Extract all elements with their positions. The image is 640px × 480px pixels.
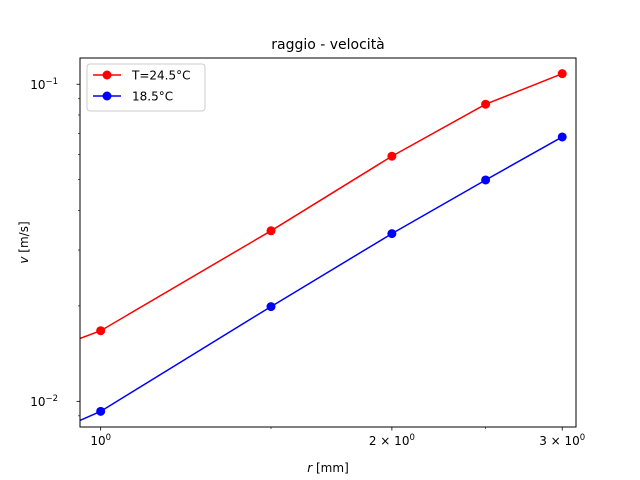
data-point	[481, 175, 491, 185]
x-tick-label: 2 × 100	[369, 433, 415, 448]
legend-marker	[102, 70, 112, 80]
y-tick-label: 10−1	[30, 77, 58, 92]
data-point	[387, 151, 397, 161]
legend-marker	[102, 91, 112, 101]
series-line-0	[80, 72, 563, 340]
data-point	[387, 229, 397, 239]
x-axis-label: r [mm]	[307, 461, 349, 475]
data-point	[481, 99, 491, 109]
legend-label: T=24.5°C	[131, 69, 190, 83]
x-axis-var: r	[307, 461, 313, 475]
legend-label: 18.5°C	[132, 90, 173, 104]
y-axis-var: v	[17, 256, 31, 264]
data-point	[266, 302, 276, 312]
y-tick-label: 10−2	[30, 394, 58, 409]
x-tick-label: 100	[90, 433, 111, 448]
legend: T=24.5°C 18.5°C	[86, 63, 206, 112]
y-axis-label: v [m/s]	[17, 221, 31, 263]
data-point	[557, 69, 567, 79]
data-point	[96, 406, 106, 416]
x-tick-label: 3 × 100	[539, 433, 585, 448]
y-axis: 10−2 10−1	[30, 77, 80, 417]
data-point	[557, 132, 567, 142]
x-axis-unit: [mm]	[312, 461, 349, 475]
y-axis-unit: [m/s]	[17, 221, 31, 256]
x-axis: 100 2 × 100 3 × 100	[90, 427, 585, 448]
chart-title: raggio - velocità	[271, 37, 385, 53]
data-point	[266, 226, 276, 236]
data-point	[96, 326, 106, 336]
plot-frame	[79, 57, 577, 428]
